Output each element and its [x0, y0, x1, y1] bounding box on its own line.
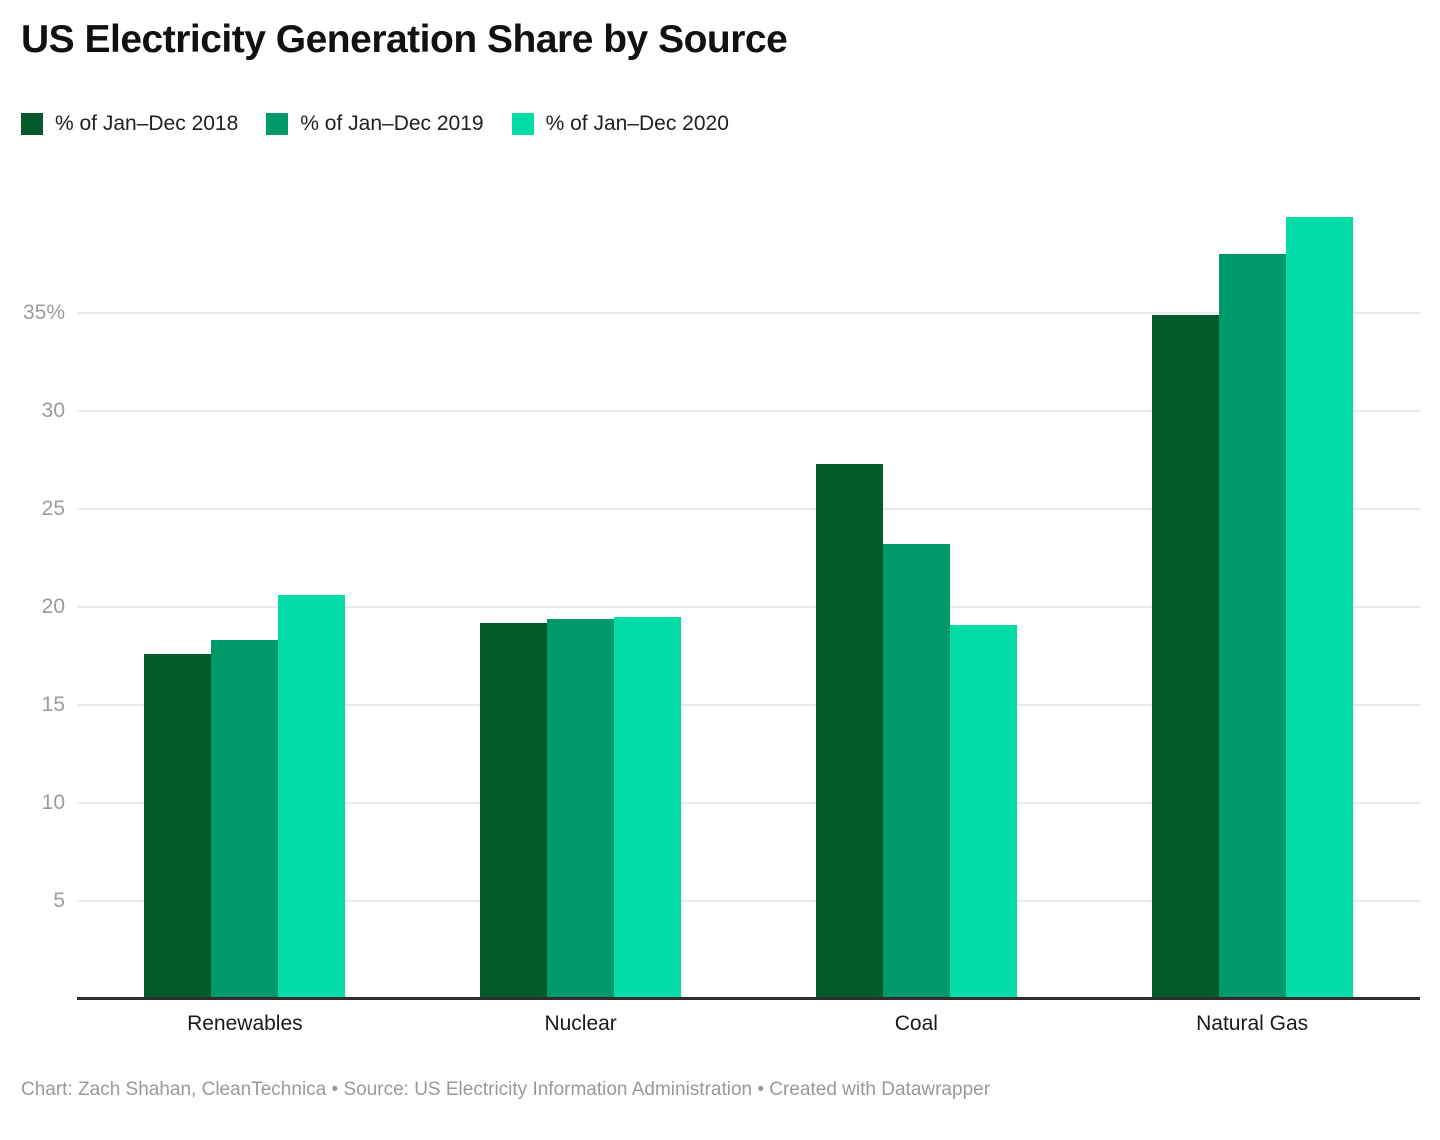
legend-swatch-icon — [21, 113, 43, 135]
y-axis-tick-label: 20 — [41, 595, 65, 618]
bar-nuclear-3 — [614, 616, 682, 999]
plot-area: 5 10 15 20 25 30 35% Renewables Nuclear Coal Natur… — [0, 200, 1440, 1035]
x-axis-category-label: Coal — [894, 1012, 938, 1035]
legend-item-2: % of Jan–Dec 2019 — [266, 112, 484, 136]
bar-nuclear-2 — [547, 618, 615, 999]
gridline-30 — [77, 410, 1420, 412]
y-axis-tick-label: 15 — [41, 693, 65, 716]
bar-renewables-2 — [211, 640, 279, 999]
legend-item-3: % of Jan–Dec 2020 — [511, 112, 729, 136]
y-axis-tick-label: 30 — [41, 399, 65, 422]
bar-natural-gas-2 — [1218, 254, 1286, 999]
bar-coal-1 — [815, 463, 883, 999]
gridline-20 — [77, 606, 1420, 608]
y-axis-tick-label: 35% — [22, 301, 65, 324]
bar-renewables-3 — [278, 595, 346, 999]
x-axis-category-label: Renewables — [187, 1012, 303, 1035]
y-axis-tick-label: 25 — [41, 497, 65, 520]
legend-item-1: % of Jan–Dec 2018 — [21, 112, 238, 136]
gridline-35 — [77, 312, 1420, 314]
bar-natural-gas-1 — [1151, 314, 1219, 999]
bar-natural-gas-3 — [1285, 216, 1353, 999]
legend-label: % of Jan–Dec 2020 — [545, 112, 729, 135]
gridline-25 — [77, 508, 1420, 510]
bar-nuclear-1 — [480, 622, 548, 999]
legend-label: % of Jan–Dec 2019 — [300, 112, 484, 135]
bar-coal-2 — [882, 544, 950, 999]
bar-coal-3 — [949, 624, 1017, 999]
gridline-5 — [77, 900, 1420, 902]
x-axis-line — [77, 997, 1420, 1000]
bar-renewables-1 — [144, 654, 212, 999]
legend-swatch-icon — [266, 113, 289, 135]
legend: % of Jan–Dec 2018 % of Jan–Dec 2019 % of J… — [21, 112, 729, 136]
legend-swatch-icon — [511, 113, 534, 135]
legend-label: % of Jan–Dec 2018 — [55, 112, 239, 135]
x-axis-category-label: Natural Gas — [1196, 1012, 1309, 1035]
chart-title: US Electricity Generation Share by Sourc… — [21, 18, 788, 61]
gridline-10 — [77, 802, 1420, 804]
gridline-15 — [77, 704, 1420, 706]
x-axis-category-label: Nuclear — [544, 1012, 617, 1035]
y-axis-tick-label: 5 — [53, 889, 65, 912]
y-axis-tick-label: 10 — [41, 791, 65, 814]
attribution-text: Chart: Zach Shahan, CleanTechnica • Sour… — [21, 1079, 991, 1100]
